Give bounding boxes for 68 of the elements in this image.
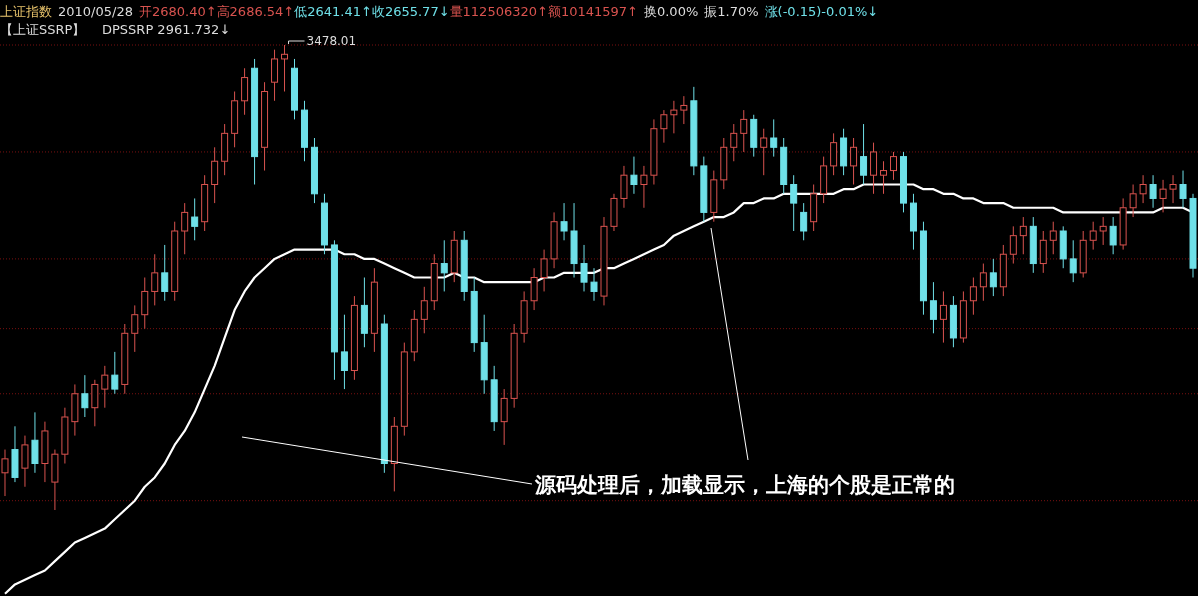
candlestick — [890, 151, 897, 181]
candlestick — [1169, 174, 1177, 204]
candlestick — [560, 202, 568, 241]
text: DPSSRP 2961.732↓ — [102, 22, 231, 37]
candlestick — [281, 44, 289, 92]
candlestick — [1009, 225, 1017, 265]
candlestick — [670, 100, 678, 134]
candlestick — [1019, 216, 1027, 255]
candlestick — [760, 128, 768, 176]
candlestick — [1049, 221, 1057, 255]
candlestick — [1179, 170, 1187, 209]
candlestick — [929, 281, 937, 334]
candlestick — [630, 156, 638, 195]
candlestick — [1159, 179, 1167, 213]
candlestick — [530, 267, 538, 311]
header: 上证指数 2010/05/28 开2680.40↑高2686.54↑低2641.41↑收2655.77↓量112506320↑额10141597↑ 换0.00% 振1.70% 涨(-0.15)-0.01%↓ — [0, 4, 879, 19]
candlestick — [141, 277, 149, 330]
candlestick — [211, 146, 219, 204]
candlestick — [880, 160, 888, 195]
candlestick — [101, 365, 109, 409]
candlestick — [850, 137, 858, 185]
candlestick — [271, 49, 279, 102]
candlestick — [1109, 216, 1117, 255]
candlestick — [241, 67, 249, 116]
candlestick — [1139, 174, 1147, 204]
candlestick — [1069, 239, 1077, 283]
text: 【上证SSRP】 — [0, 22, 86, 37]
candlestick — [91, 379, 99, 427]
candlestick — [640, 165, 648, 209]
candlestick — [860, 123, 868, 185]
candlestick — [440, 239, 448, 292]
candlestick — [979, 263, 987, 302]
candlestick — [161, 244, 169, 302]
candlestick — [181, 202, 189, 255]
candlestick — [1, 449, 9, 497]
candlestick — [111, 351, 119, 395]
candlestick — [340, 314, 348, 390]
candlestick — [1089, 221, 1097, 251]
candlestick — [590, 267, 598, 302]
candlestick — [420, 286, 428, 334]
candlestick — [500, 388, 508, 446]
candlestick — [21, 435, 29, 488]
candlestick — [580, 244, 588, 292]
candlestick — [131, 304, 139, 353]
annotation: 源码处理后，加载显示，上海的个股是正常的 — [534, 473, 955, 497]
candlestick — [740, 109, 748, 153]
candlestick — [790, 174, 798, 232]
candlestick — [191, 197, 199, 241]
candlestick — [660, 109, 668, 144]
candlestick — [1129, 184, 1137, 218]
candlestick — [1149, 174, 1157, 209]
candlestick — [989, 258, 997, 297]
annotation: 3478.01 — [306, 34, 357, 48]
candlestick — [969, 277, 977, 316]
candlestick — [81, 374, 89, 418]
candlestick — [540, 249, 548, 292]
candlestick — [730, 123, 738, 162]
candlestick — [830, 132, 838, 176]
candlestick — [31, 411, 39, 474]
candlestick — [151, 253, 159, 306]
candlestick — [770, 118, 778, 158]
candlestick — [1099, 216, 1107, 246]
candlestick — [1039, 230, 1047, 274]
candlestick — [939, 290, 947, 344]
candlestick — [620, 165, 628, 209]
candlestick — [870, 142, 878, 195]
candlestick — [680, 95, 688, 125]
candlestick — [800, 202, 808, 241]
